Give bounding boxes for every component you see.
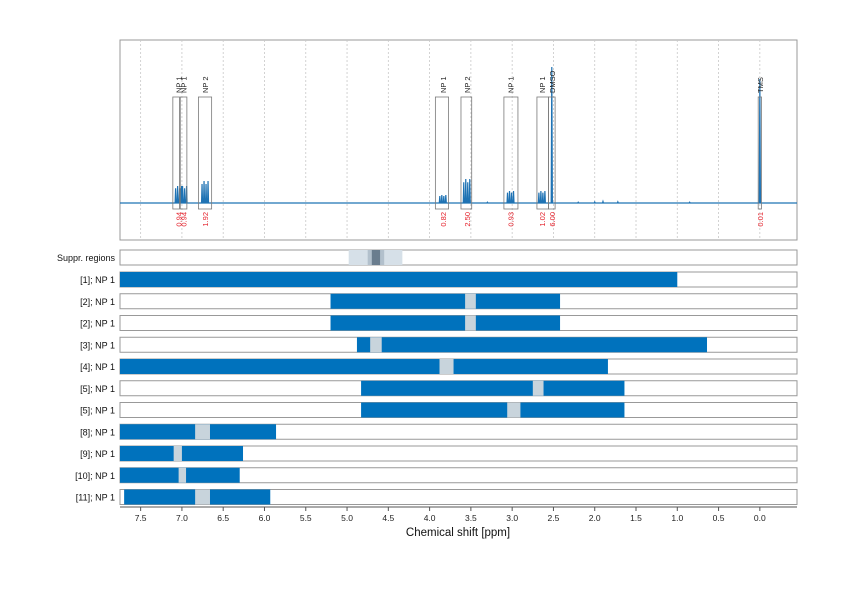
region-bar [120, 272, 678, 287]
peak-label: NP 2 [201, 76, 210, 93]
peak-region-box [503, 96, 519, 210]
suppression-panel: Suppr. regions [57, 249, 798, 266]
region-row-label: [9]; NP 1 [80, 449, 115, 459]
region-rows: [1]; NP 1 [2]; NP 1 [2]; NP 1 [3]; NP 1 [4];… [75, 271, 798, 505]
region-gap [439, 359, 454, 374]
peak-integral: 6.00 [548, 212, 557, 227]
region-row: [3]; NP 1 [80, 336, 798, 353]
region-gap [370, 337, 382, 353]
region-row-label: [8]; NP 1 [80, 427, 115, 437]
x-tick-label: 7.5 [135, 513, 147, 523]
x-axis: Chemical shift [ppm] 7.5 7.0 6.5 6.0 5.5 5.0 4… [120, 506, 797, 539]
peak-label: NP 2 [463, 76, 472, 93]
region-row: [9]; NP 1 [80, 445, 798, 462]
region-row: [5]; NP 1 [80, 402, 798, 418]
peak-region-box [460, 96, 473, 210]
spectrum-frame [119, 39, 798, 241]
peak-region-box [172, 96, 180, 210]
region-row-label: [4]; NP 1 [80, 362, 115, 372]
suppression-label: Suppr. regions [57, 253, 116, 263]
peak-region-box [434, 96, 449, 210]
x-tick-label: 1.5 [630, 513, 642, 523]
spectrum-trace [120, 66, 797, 204]
region-row: [1]; NP 1 [80, 271, 798, 288]
region-row: [5]; NP 1 [80, 380, 798, 397]
peak-label: TMS [756, 77, 765, 93]
region-row-label: [5]; NP 1 [80, 384, 115, 394]
region-bar [361, 380, 625, 396]
spectrum-panel [119, 39, 798, 241]
peak-label: NP 1 [175, 76, 184, 93]
region-bar [330, 315, 561, 331]
x-tick-label: 2.0 [589, 513, 601, 523]
x-tick-label: 0.5 [713, 513, 725, 523]
region-gap [507, 402, 521, 418]
region-row: [11]; NP 1 [76, 489, 798, 505]
region-row: [2]; NP 1 [80, 293, 798, 310]
x-tick-label: 3.5 [465, 513, 477, 523]
x-tick-label: 0.0 [754, 513, 766, 523]
peak-integral: 0.01 [756, 212, 765, 227]
suppression-region-core [371, 250, 381, 265]
peak-integral: 1.02 [538, 212, 547, 227]
x-tick-label: 4.5 [382, 513, 394, 523]
peak-integral: 1.92 [201, 212, 210, 227]
peak-label: NP 1 [507, 76, 516, 93]
region-row: [4]; NP 1 [80, 358, 798, 375]
region-row: [10]; NP 1 [75, 467, 798, 484]
peak-label: NP 1 [180, 76, 189, 93]
region-gap [178, 467, 187, 483]
x-tick-label: 1.0 [671, 513, 683, 523]
region-bar [356, 337, 708, 353]
peak-region-box [198, 96, 213, 210]
x-tick-label: 7.0 [176, 513, 188, 523]
peak-label: NP 1 [439, 76, 448, 93]
peak-label: NP 1 [538, 76, 547, 93]
x-axis-label: Chemical shift [ppm] [406, 527, 510, 539]
x-tick-label: 6.0 [259, 513, 271, 523]
region-gap [465, 293, 476, 309]
region-row-label: [3]; NP 1 [80, 340, 115, 350]
peak-integral: 0.94 [175, 212, 184, 227]
peak-integral: 0.82 [439, 212, 448, 227]
region-row: [8]; NP 1 [80, 423, 798, 440]
peak-integral: 0.93 [507, 212, 516, 227]
region-row-track [119, 489, 798, 505]
region-row-label: [1]; NP 1 [80, 275, 115, 285]
peak-region-box [179, 96, 188, 210]
x-tick-label: 2.5 [548, 513, 560, 523]
region-row-label: [10]; NP 1 [75, 471, 115, 481]
peak-annotations: NP 1 0.94 NP 1 0.94 NP 2 1.92 NP 1 0.82 NP 2 2.50… [172, 70, 765, 227]
region-gap [195, 424, 210, 440]
region-bar [361, 402, 625, 418]
x-tick-label: 4.0 [424, 513, 436, 523]
region-gap [532, 380, 544, 396]
region-gap [195, 489, 210, 505]
region-row-label: [5]; NP 1 [80, 406, 115, 416]
region-bar [330, 293, 561, 309]
peak-region-box [757, 96, 762, 210]
peak-integral: 0.94 [180, 212, 189, 227]
suppression-track [119, 249, 798, 266]
region-row: [2]; NP 1 [80, 315, 798, 331]
region-gap [173, 446, 182, 461]
x-tick-label: 5.5 [300, 513, 312, 523]
region-row-label: [11]; NP 1 [76, 493, 115, 503]
peak-label: DMSO [548, 70, 557, 93]
region-row-label: [2]; NP 1 [80, 319, 115, 329]
region-gap [465, 315, 476, 331]
peak-region-box [548, 96, 556, 210]
x-tick-label: 3.0 [506, 513, 518, 523]
region-row-label: [2]; NP 1 [80, 297, 115, 307]
x-tick-label: 5.0 [341, 513, 353, 523]
x-tick-label: 6.5 [217, 513, 229, 523]
peak-integral: 2.50 [463, 212, 472, 227]
region-bar [120, 359, 608, 374]
